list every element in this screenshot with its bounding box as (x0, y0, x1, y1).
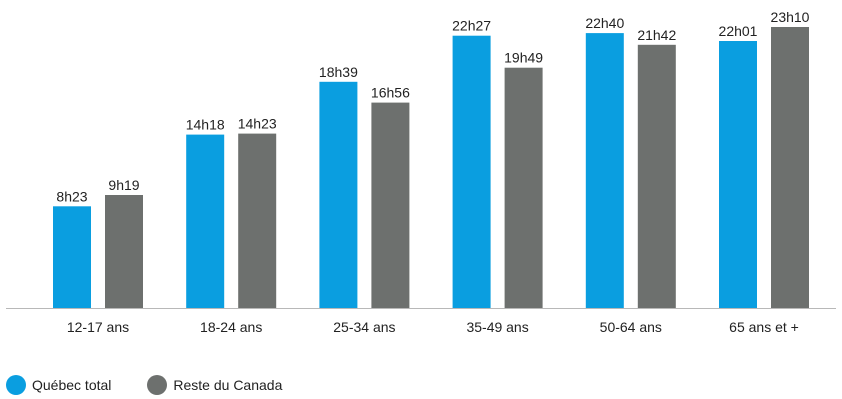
value-label-reste-du-canada-18-24-ans: 14h23 (238, 116, 277, 132)
bar-reste-du-canada-18-24-ans (238, 133, 277, 308)
legend-label-rest-of-canada: Reste du Canada (173, 377, 283, 393)
value-label-qu-bec-total-65-ans-et: 22h01 (719, 23, 758, 39)
legend-item-quebec: Québec total (6, 375, 111, 395)
legend-swatch-quebec (6, 375, 26, 395)
bar-reste-du-canada-25-34-ans (371, 102, 410, 308)
x-tick-label-35-49-ans: 35-49 ans (466, 319, 528, 335)
value-label-reste-du-canada-12-17-ans: 9h19 (108, 177, 139, 193)
value-labels-layer: 8h23 9h19 14h18 14h23 18h39 16h56 22h27 19h49 22… (56, 9, 809, 204)
x-tick-label-12-17-ans: 12-17 ans (67, 319, 129, 335)
x-tick-labels-layer: 12-17 ans 18-24 ans 25-34 ans 35-49 ans 50-6… (67, 319, 799, 335)
value-label-qu-bec-total-25-34-ans: 18h39 (319, 64, 358, 80)
value-label-qu-bec-total-12-17-ans: 8h23 (56, 188, 87, 204)
bar-qu-bec-total-35-49-ans (452, 35, 491, 308)
bar-reste-du-canada-35-49-ans (504, 67, 543, 308)
bar-qu-bec-total-50-64-ans (585, 33, 624, 308)
x-tick-label-50-64-ans: 50-64 ans (600, 319, 662, 335)
bar-qu-bec-total-12-17-ans (53, 206, 91, 308)
bar-qu-bec-total-18-24-ans (186, 134, 225, 308)
x-tick-label-25-34-ans: 25-34 ans (333, 319, 395, 335)
legend-label-quebec: Québec total (32, 377, 112, 393)
bar-qu-bec-total-65-ans-et (719, 41, 757, 308)
bar-reste-du-canada-65-ans-et (771, 27, 809, 308)
value-label-qu-bec-total-18-24-ans: 14h18 (186, 117, 225, 133)
legend-swatch-rest-of-canada (147, 375, 168, 395)
x-tick-label-65-ans-et: 65 ans et + (729, 319, 799, 335)
bar-reste-du-canada-50-64-ans (637, 44, 676, 309)
value-label-reste-du-canada-35-49-ans: 19h49 (504, 50, 543, 66)
bars-layer (53, 27, 809, 309)
bar-reste-du-canada-12-17-ans (105, 195, 143, 308)
value-label-reste-du-canada-50-64-ans: 21h42 (637, 27, 676, 43)
value-label-reste-du-canada-25-34-ans: 16h56 (371, 85, 410, 101)
bar-qu-bec-total-25-34-ans (319, 81, 358, 308)
value-label-reste-du-canada-65-ans-et: 23h10 (771, 9, 810, 25)
value-label-qu-bec-total-50-64-ans: 22h40 (585, 15, 624, 31)
legend: Québec total Reste du Canada (6, 375, 318, 395)
x-tick-label-18-24-ans: 18-24 ans (200, 319, 262, 335)
value-label-qu-bec-total-35-49-ans: 22h27 (452, 18, 491, 34)
legend-item-rest-of-canada: Reste du Canada (147, 375, 282, 395)
